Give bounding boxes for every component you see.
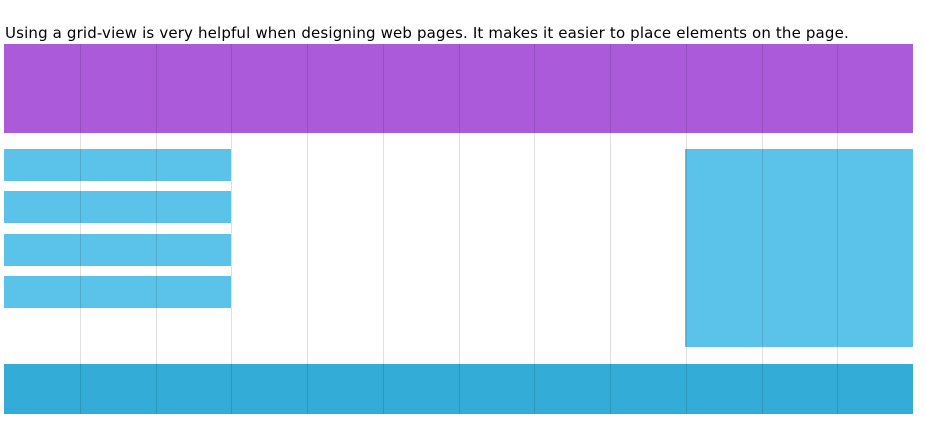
menu-item	[4, 234, 231, 266]
menu-item	[4, 149, 231, 181]
menu-item	[4, 191, 231, 223]
grid-view-demo	[4, 44, 913, 414]
header-block	[4, 44, 913, 133]
intro-paragraph: Using a grid-view is very helpful when d…	[5, 24, 849, 42]
aside-block	[685, 149, 913, 347]
menu-item	[4, 276, 231, 308]
footer-block	[4, 364, 913, 414]
